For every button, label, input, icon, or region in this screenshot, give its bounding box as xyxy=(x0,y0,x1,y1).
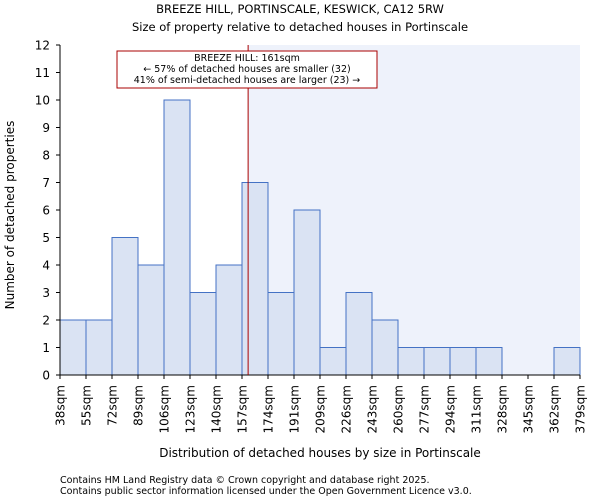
annotation-line-1: BREEZE HILL: 161sqm xyxy=(194,53,300,64)
x-tick-label: 38sqm xyxy=(54,385,68,426)
bar-55sqm xyxy=(85,319,113,376)
bar-294sqm xyxy=(449,347,477,376)
x-tick-label: 243sqm xyxy=(366,385,380,433)
y-tick-label: 0 xyxy=(42,369,50,383)
y-axis-label: Number of detached properties xyxy=(3,121,17,310)
x-tick-label: 55sqm xyxy=(80,385,94,426)
x-tick-label: 140sqm xyxy=(210,385,224,433)
y-tick-label: 12 xyxy=(35,39,50,53)
x-tick-label: 106sqm xyxy=(158,385,172,433)
y-tick-label: 1 xyxy=(42,341,50,355)
x-ticks: 38sqm 55sqm 72sqm 89sqm 106sqm 123sqm 140sqm 15… xyxy=(54,375,588,433)
x-tick-label: 311sqm xyxy=(470,385,484,433)
x-tick-label: 294sqm xyxy=(444,385,458,433)
x-tick-label: 89sqm xyxy=(132,385,146,426)
bar-260sqm xyxy=(397,347,425,376)
bar-362sqm xyxy=(553,347,581,376)
bar-191sqm xyxy=(293,209,321,376)
x-tick-label: 72sqm xyxy=(106,385,120,426)
y-tick-label: 10 xyxy=(35,94,50,108)
x-tick-label: 191sqm xyxy=(288,385,302,433)
y-tick-label: 9 xyxy=(42,121,50,135)
bar-277sqm xyxy=(423,347,451,376)
bars xyxy=(59,99,581,376)
x-tick-label: 123sqm xyxy=(184,385,198,433)
y-tick-label: 8 xyxy=(42,149,50,163)
annotation-border xyxy=(116,50,378,89)
x-tick-label: 226sqm xyxy=(340,385,354,433)
x-tick-label: 379sqm xyxy=(574,385,588,433)
x-tick-label: 277sqm xyxy=(418,385,432,433)
bar-209sqm xyxy=(319,347,347,376)
bar-38sqm xyxy=(59,319,87,376)
bar-123sqm xyxy=(189,292,217,376)
chart-subtitle: Size of property relative to detached ho… xyxy=(132,20,468,34)
bar-226sqm xyxy=(345,292,373,376)
bar-72sqm xyxy=(111,237,139,376)
y-tick-label: 2 xyxy=(42,314,50,328)
bar-106sqm xyxy=(163,99,191,376)
bar-174sqm xyxy=(267,292,295,376)
annotation-line-2: ← 57% of detached houses are smaller (32… xyxy=(143,64,350,75)
bar-157sqm xyxy=(241,182,269,376)
y-tick-label: 4 xyxy=(42,259,50,273)
y-tick-label: 11 xyxy=(35,66,50,80)
bar-311sqm xyxy=(475,347,503,376)
y-tick-label: 3 xyxy=(42,286,50,300)
x-tick-label: 345sqm xyxy=(522,385,536,433)
footer-line-2: Contains public sector information licen… xyxy=(60,486,472,497)
y-tick-label: 7 xyxy=(42,176,50,190)
x-tick-label: 157sqm xyxy=(236,385,250,433)
x-tick-label: 260sqm xyxy=(392,385,406,433)
bar-89sqm xyxy=(137,264,165,376)
bar-140sqm xyxy=(215,264,243,376)
y-tick-label: 6 xyxy=(42,204,50,218)
annotation-line-3: 41% of semi-detached houses are larger (… xyxy=(134,75,361,86)
bar-243sqm xyxy=(371,319,399,376)
x-tick-label: 174sqm xyxy=(262,385,276,433)
annotation-box: BREEZE HILL: 161sqm ← 57% of detached ho… xyxy=(116,50,378,89)
x-tick-label: 209sqm xyxy=(314,385,328,433)
chart-title: BREEZE HILL, PORTINSCALE, KESWICK, CA12 … xyxy=(156,2,444,16)
x-tick-label: 328sqm xyxy=(496,385,510,433)
x-axis-label: Distribution of detached houses by size … xyxy=(159,446,481,460)
footer-line-1: Contains HM Land Registry data © Crown c… xyxy=(60,475,430,486)
y-tick-label: 5 xyxy=(42,231,50,245)
x-tick-label: 362sqm xyxy=(548,385,562,433)
